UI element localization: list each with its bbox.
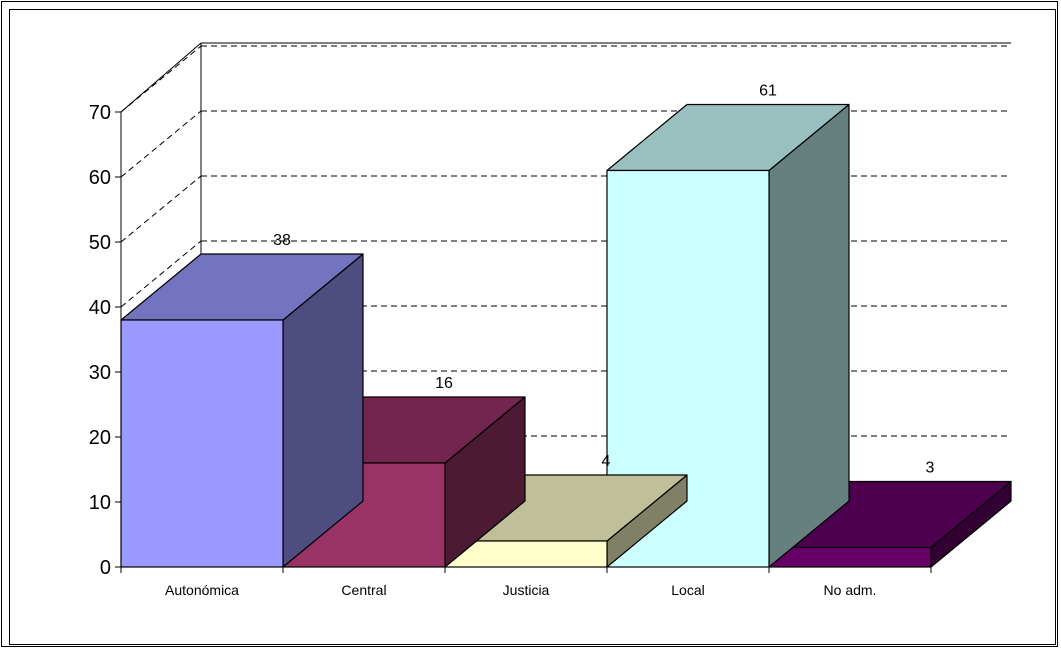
x-label-central: Central [341,582,386,598]
y-tick-label-0: 0 [100,557,111,579]
y-tick-label-30: 30 [89,362,111,384]
bar-front-autonomica [120,319,284,568]
gridline-side-60 [120,110,202,178]
y-tick-label-50: 50 [89,232,111,254]
y-tick-label-10: 10 [89,492,111,514]
bar-front-no-adm [768,546,932,568]
bars [120,103,1012,568]
side-wall-top-edge [120,42,202,113]
x-label-local: Local [671,582,704,598]
y-tick-label-40: 40 [89,297,111,319]
y-axis: 0 10 20 30 40 50 60 70 [89,102,1012,579]
bar-side-local [768,103,850,568]
bar-autonomica [120,253,364,568]
data-label-justicia: 4 [602,453,611,470]
bar-central [282,396,526,568]
x-label-autonomica: Autonómica [165,582,239,598]
data-labels: 38 16 4 61 3 [273,83,934,477]
data-label-no-adm: 3 [926,460,935,477]
gridline-side-40 [120,240,202,308]
x-axis-labels: Autonómica Central Justicia Local No adm. [165,582,876,598]
y-tick-label-20: 20 [89,427,111,449]
gridline-side-70 [120,45,202,113]
data-label-autonomica: 38 [273,232,291,249]
y-tick-label-60: 60 [89,167,111,189]
gridline-side-50 [120,175,202,243]
y-tick-label-70: 70 [89,102,111,124]
x-label-no-adm: No adm. [824,582,877,598]
x-label-justicia: Justicia [503,582,550,598]
data-label-local: 61 [759,83,777,100]
data-label-central: 16 [435,375,453,392]
